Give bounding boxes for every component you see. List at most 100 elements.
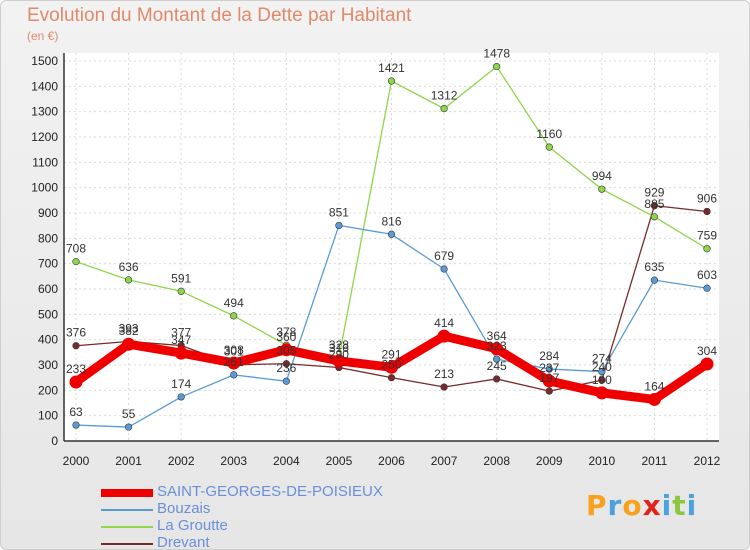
data-point (230, 312, 238, 320)
data-point (72, 258, 80, 266)
data-point (703, 284, 711, 292)
data-label: 851 (329, 205, 349, 219)
chart-title: Evolution du Montant de la Dette par Hab… (27, 5, 412, 26)
y-tick-label: 100 (38, 409, 58, 423)
data-point (542, 374, 556, 388)
data-point (493, 62, 501, 71)
data-label: 291 (381, 347, 401, 361)
y-tick-label: 600 (38, 282, 58, 296)
data-point (437, 329, 451, 343)
data-point (177, 393, 185, 401)
data-point (703, 245, 711, 253)
data-point (545, 143, 553, 151)
data-point (332, 354, 346, 368)
data-label: 55 (122, 407, 136, 421)
data-label: 759 (697, 229, 717, 243)
data-label: 364 (487, 329, 507, 343)
data-point (598, 376, 606, 384)
data-point (650, 213, 659, 221)
data-point (72, 342, 80, 350)
data-label: 213 (434, 367, 454, 381)
legend-item: Bouzais (101, 500, 421, 518)
y-tick-label: 0 (51, 434, 58, 448)
x-tick-label: 2011 (642, 454, 668, 468)
label-layer: 233 382 347 308 360 316 291 414 364 237 190 164 304 6… (66, 47, 717, 421)
data-point (650, 202, 659, 210)
data-label: 906 (697, 191, 717, 205)
data-label: 304 (697, 344, 717, 358)
data-label: 284 (539, 349, 559, 363)
data-label: 636 (119, 260, 139, 274)
data-label: 250 (381, 358, 401, 372)
data-label: 494 (224, 296, 244, 310)
y-tick-label: 200 (38, 383, 58, 397)
y-tick-label: 1200 (31, 130, 58, 144)
data-label: 63 (69, 405, 83, 419)
data-label: 603 (697, 268, 717, 282)
y-tick-label: 1100 (32, 155, 58, 169)
data-label: 290 (329, 348, 349, 362)
data-label: 308 (224, 343, 244, 357)
data-point (545, 387, 553, 395)
data-label: 347 (171, 333, 191, 347)
legend-label: SAINT-GEORGES-DE-POISIEUX (157, 483, 383, 500)
data-label: 316 (329, 341, 349, 355)
x-tick-label: 2000 (63, 454, 90, 468)
data-point (124, 423, 133, 431)
data-label: 233 (66, 362, 86, 376)
x-tick-label: 2004 (273, 454, 300, 468)
y-tick-label: 1300 (31, 105, 58, 119)
data-label: 305 (276, 344, 296, 358)
data-label: 393 (119, 321, 139, 335)
logo-letter: i (686, 489, 698, 522)
data-point (700, 357, 714, 371)
legend-swatch (101, 509, 153, 511)
grid-layer (64, 53, 719, 442)
legend-item: SAINT-GEORGES-DE-POISIEUX (101, 483, 421, 501)
logo-letter: r (607, 489, 623, 522)
data-label: 1421 (378, 61, 405, 75)
axis-layer: 0 100 200 300 400 500 600 700 800 900 1000 1100 1200… (31, 53, 721, 468)
data-point (385, 360, 398, 374)
legend-label: Bouzais (157, 500, 211, 517)
data-label: 1478 (483, 47, 510, 61)
x-tick-label: 2005 (326, 454, 353, 468)
x-tick-label: 2012 (694, 454, 721, 468)
data-point (493, 375, 501, 383)
data-label: 708 (66, 242, 86, 256)
x-tick-label: 2003 (220, 454, 247, 468)
data-point (545, 365, 553, 373)
data-point (282, 377, 290, 385)
data-label: 274 (592, 352, 612, 366)
data-label: 360 (276, 330, 296, 344)
y-tick-label: 800 (38, 231, 58, 245)
data-label: 929 (644, 186, 664, 200)
data-label: 164 (644, 379, 664, 393)
data-point (230, 371, 238, 379)
proxiti-logo: Proxiti (586, 489, 697, 522)
data-point (174, 346, 188, 360)
data-label: 301 (224, 345, 244, 359)
legend-swatch (101, 489, 153, 497)
data-label: 174 (171, 377, 191, 391)
data-label: 328 (329, 338, 349, 352)
data-point (440, 383, 448, 391)
data-point (124, 276, 133, 284)
data-point (282, 360, 290, 368)
data-label: 197 (539, 371, 559, 385)
data-point (595, 386, 609, 400)
data-label: 414 (434, 316, 454, 330)
logo-letter: i (661, 489, 673, 522)
data-point (72, 421, 80, 429)
data-point (177, 287, 185, 295)
data-label: 591 (171, 271, 191, 285)
data-point (598, 185, 606, 193)
data-point (387, 77, 396, 85)
logo-letter: o (622, 489, 643, 522)
data-label: 378 (276, 325, 296, 339)
data-point (440, 265, 448, 273)
series-layer (69, 62, 714, 431)
y-tick-label: 700 (38, 257, 58, 271)
data-label: 236 (276, 361, 296, 375)
x-tick-label: 2009 (536, 454, 563, 468)
